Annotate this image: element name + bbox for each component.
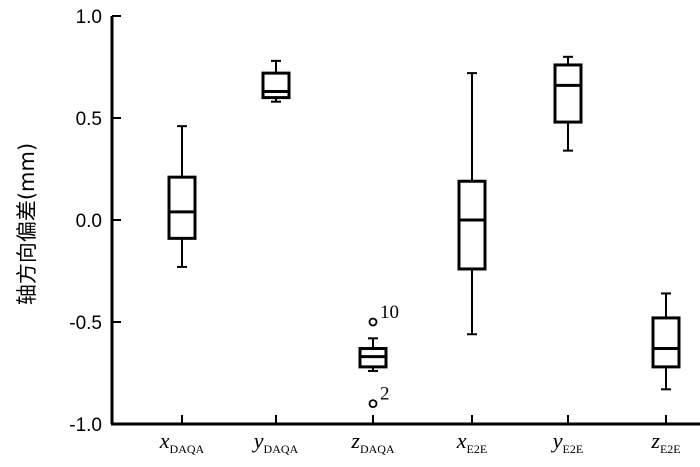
iqr-box bbox=[651, 316, 681, 369]
box-2 bbox=[261, 59, 291, 103]
iqr-box bbox=[457, 179, 487, 271]
box-5 bbox=[553, 55, 583, 152]
y-axis-ticks: 1.0 0.5 0.0 -0.5 -1.0 bbox=[69, 7, 121, 436]
boxes-group: 10 2 bbox=[167, 55, 681, 409]
iqr-box bbox=[167, 175, 197, 240]
category-subscript: E2E bbox=[467, 442, 488, 456]
box-1 bbox=[167, 125, 197, 268]
outlier-point bbox=[368, 317, 378, 327]
category-letter: z bbox=[650, 428, 660, 453]
category-letter: x bbox=[456, 428, 467, 453]
y-axis-label: 轴方向偏差(mm) bbox=[15, 143, 39, 305]
category-letter: y bbox=[551, 428, 563, 453]
box-4 bbox=[457, 72, 487, 336]
box-3: 10 2 bbox=[358, 302, 399, 409]
outlier-label: 10 bbox=[380, 302, 399, 323]
category-subscript: E2E bbox=[563, 442, 584, 456]
category-letter: z bbox=[350, 428, 360, 453]
category-letter: x bbox=[159, 428, 170, 453]
outlier-point bbox=[368, 399, 378, 409]
y-tick-label: -1.0 bbox=[69, 415, 102, 436]
y-tick-label: 0.0 bbox=[76, 211, 102, 232]
x-tick-label: zE2E bbox=[650, 428, 680, 456]
outlier-label: 2 bbox=[380, 384, 390, 405]
category-subscript: E2E bbox=[660, 442, 681, 456]
x-tick-label: yDAQA bbox=[252, 428, 299, 456]
y-tick-label: 1.0 bbox=[76, 7, 102, 28]
x-tick-label: xDAQA bbox=[159, 428, 205, 456]
y-tick-label: 0.5 bbox=[76, 109, 102, 130]
category-subscript: DAQA bbox=[264, 442, 299, 456]
category-subscript: DAQA bbox=[360, 442, 395, 456]
category-subscript: DAQA bbox=[170, 442, 205, 456]
box-6 bbox=[651, 292, 681, 391]
x-tick-label: zDAQA bbox=[350, 428, 395, 456]
y-tick-label: -0.5 bbox=[69, 313, 102, 334]
x-axis-ticks: xDAQA yDAQA zDAQA xE2E yE2E zE2E bbox=[159, 415, 681, 456]
iqr-box bbox=[261, 71, 291, 100]
category-letter: y bbox=[252, 428, 264, 453]
x-tick-label: xE2E bbox=[456, 428, 487, 456]
iqr-box bbox=[553, 63, 583, 124]
x-tick-label: yE2E bbox=[551, 428, 583, 456]
